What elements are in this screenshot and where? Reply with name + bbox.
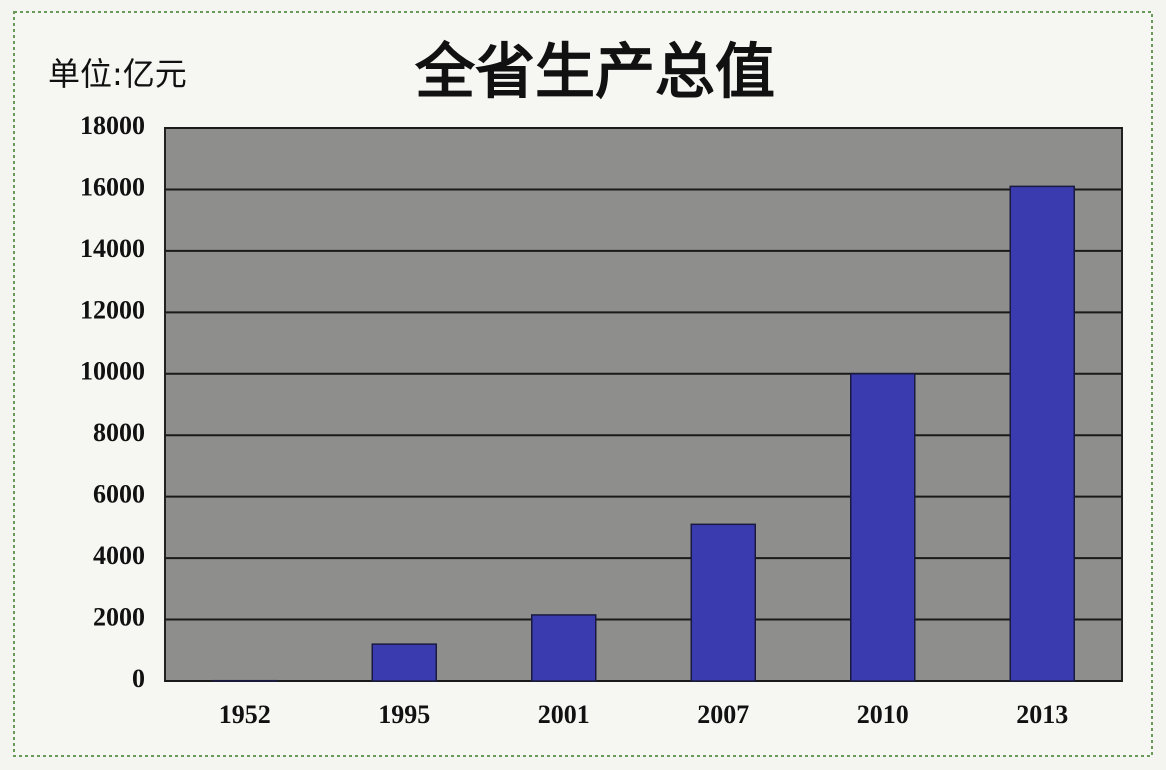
unit-label: 单位:亿元 bbox=[48, 55, 187, 93]
y-tick-label: 2000 bbox=[93, 603, 145, 632]
y-tick-label: 14000 bbox=[80, 234, 145, 263]
plot-area bbox=[164, 127, 1123, 682]
x-tick-label: 2010 bbox=[857, 700, 909, 729]
bar bbox=[850, 373, 916, 682]
x-tick-label: 1995 bbox=[378, 700, 430, 729]
y-tick-label: 12000 bbox=[80, 295, 145, 324]
bar bbox=[1009, 185, 1075, 682]
y-tick-label: 16000 bbox=[80, 172, 145, 201]
bar bbox=[690, 523, 756, 682]
x-tick-label: 2007 bbox=[697, 700, 749, 729]
chart-title: 全省生产总值 bbox=[414, 38, 775, 108]
x-tick-label: 1952 bbox=[219, 700, 271, 729]
bar bbox=[531, 614, 597, 682]
y-tick-label: 6000 bbox=[93, 480, 145, 509]
y-tick-label: 4000 bbox=[93, 541, 145, 570]
y-tick-label: 10000 bbox=[80, 357, 145, 386]
x-tick-label: 2013 bbox=[1016, 700, 1068, 729]
y-tick-label: 0 bbox=[132, 664, 145, 693]
y-tick-label: 18000 bbox=[80, 111, 145, 140]
x-tick-label: 2001 bbox=[538, 700, 590, 729]
y-tick-label: 8000 bbox=[93, 418, 145, 447]
bar bbox=[371, 643, 437, 682]
